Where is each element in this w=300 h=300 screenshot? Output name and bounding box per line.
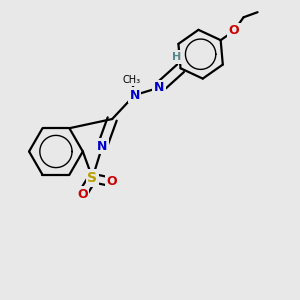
Text: CH₃: CH₃ (123, 75, 141, 85)
Text: O: O (229, 24, 239, 37)
Text: O: O (106, 176, 117, 188)
Text: O: O (77, 188, 88, 201)
Text: S: S (88, 171, 98, 185)
Text: N: N (129, 88, 140, 102)
Text: H: H (172, 52, 181, 62)
Text: N: N (97, 140, 107, 153)
Text: N: N (154, 81, 164, 94)
